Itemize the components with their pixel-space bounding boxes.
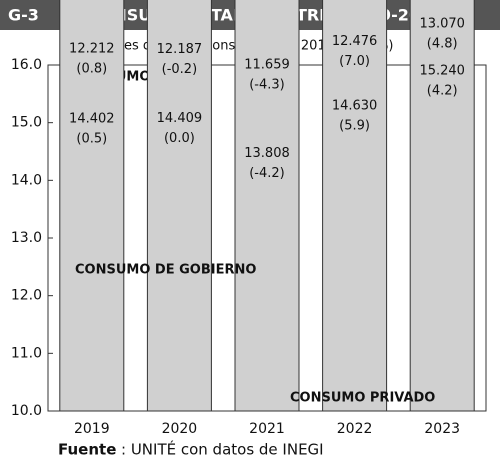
change-label: (0.8) (76, 61, 107, 76)
x-tick-label: 2019 (74, 421, 110, 437)
x-tick-label: 2023 (424, 421, 460, 437)
value-label: 12.476 (332, 34, 378, 49)
change-label: (4.8) (427, 37, 458, 52)
total-label: 14.409 (157, 111, 203, 126)
y-tick-label: 14.0 (11, 172, 42, 188)
bar-segment (59, 0, 125, 412)
y-tick-label: 13.0 (11, 230, 42, 246)
change-label: (7.0) (339, 54, 370, 69)
source-text: : UNITÉ con datos de INEGI (121, 440, 324, 459)
annotation: CONSUMO DE GOBIERNO (75, 263, 256, 278)
value-label: 13.070 (419, 17, 465, 32)
bar-segment (322, 0, 388, 412)
total-change-label: (4.2) (427, 83, 458, 98)
total-change-label: (0.5) (76, 132, 107, 147)
total-label: 14.402 (69, 112, 115, 127)
total-change-label: (5.9) (339, 119, 370, 134)
x-tick-label: 2020 (162, 421, 198, 437)
total-label: 14.630 (332, 99, 378, 114)
annotation: CONSUMO PRIVADO (290, 391, 435, 406)
y-tick-label: 16.0 (11, 57, 42, 73)
value-label: 11.659 (244, 57, 290, 72)
y-tick-label: 10.0 (11, 403, 42, 419)
y-tick-label: 12.0 (11, 288, 42, 304)
x-tick-label: 2021 (249, 421, 285, 437)
total-change-label: (0.0) (164, 131, 195, 146)
bar-segment (409, 0, 475, 412)
bar-segment (146, 0, 212, 412)
y-tick-label: 15.0 (11, 115, 42, 131)
x-tick-label: 2022 (337, 421, 373, 437)
total-label: 15.240 (419, 63, 465, 78)
value-label: 12.187 (157, 42, 203, 57)
y-tick-label: 11.0 (11, 345, 42, 361)
source-label: Fuente (58, 441, 116, 459)
chart-code: G-3 (8, 6, 39, 25)
total-label: 13.808 (244, 146, 290, 161)
bar-segment (234, 0, 300, 412)
value-label: 12.212 (69, 41, 115, 56)
change-label: (-4.3) (249, 77, 285, 92)
total-change-label: (-4.2) (249, 166, 285, 181)
change-label: (-0.2) (162, 62, 198, 77)
